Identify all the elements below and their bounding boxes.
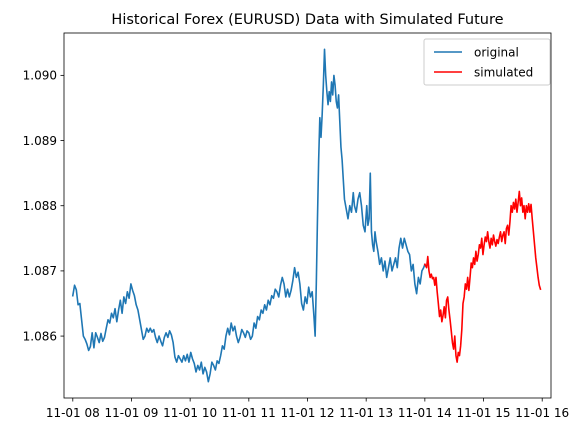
y-tick-label: 1.088 — [23, 199, 57, 213]
y-tick-label: 1.090 — [23, 69, 57, 83]
y-tick-label: 1.089 — [23, 134, 57, 148]
y-tick-label: 1.086 — [23, 329, 57, 343]
x-tick-label: 11-01 10 — [163, 406, 217, 420]
x-tick-label: 11-01 13 — [339, 406, 393, 420]
legend-label-simulated: simulated — [474, 66, 533, 80]
x-tick-label: 11-01 11 — [222, 406, 276, 420]
x-tick-label: 11-01 16 — [515, 406, 569, 420]
legend-label-original: original — [474, 46, 519, 60]
x-tick-label: 11-01 14 — [398, 406, 452, 420]
chart-title: Historical Forex (EURUSD) Data with Simu… — [111, 12, 503, 28]
x-tick-label: 11-01 15 — [457, 406, 511, 420]
plot-area — [64, 33, 551, 398]
x-tick-label: 11-01 09 — [104, 406, 158, 420]
legend: original simulated — [424, 39, 550, 85]
x-tick-label: 11-01 12 — [281, 406, 335, 420]
y-tick-label: 1.087 — [23, 264, 57, 278]
x-tick-label: 11-01 08 — [46, 406, 100, 420]
